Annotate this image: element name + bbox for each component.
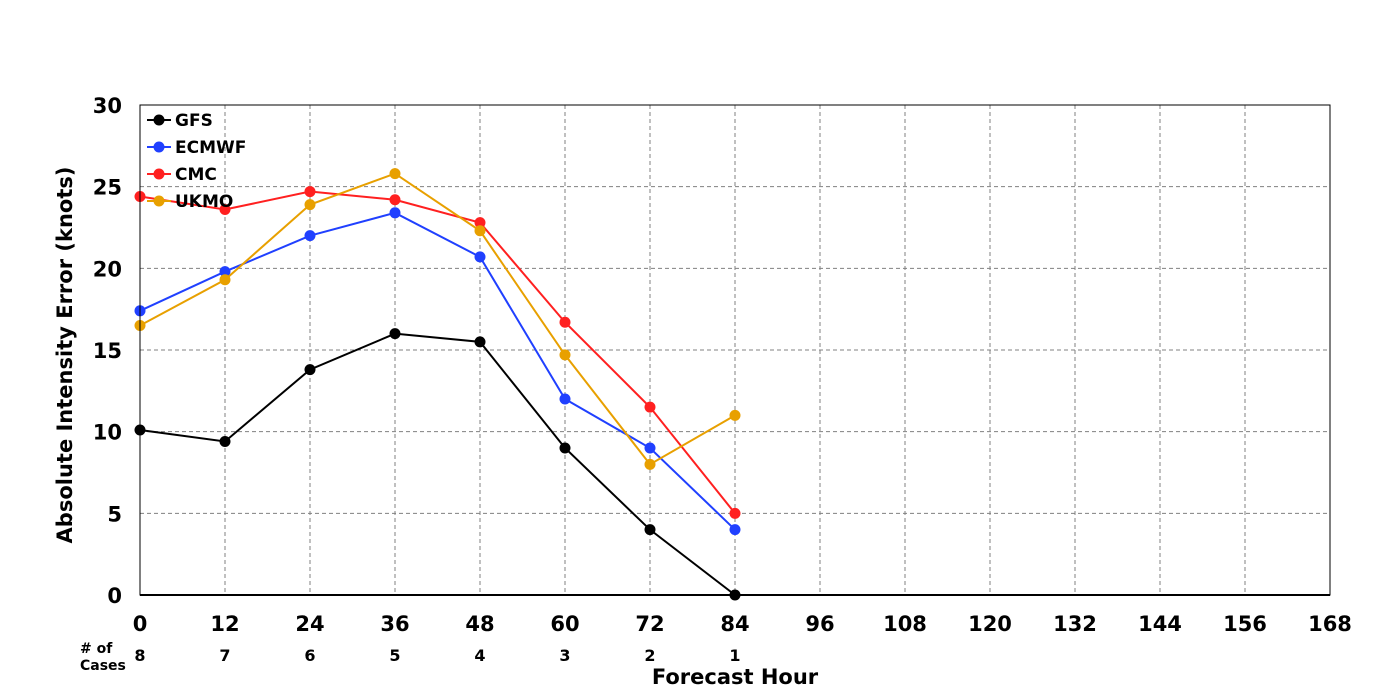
data-point-gfs: [644, 524, 656, 536]
data-point-ecmwf: [729, 524, 741, 536]
x-tick-label: 96: [805, 612, 834, 636]
x-tick-label: 36: [380, 612, 409, 636]
cases-label-line: Cases: [80, 658, 126, 674]
cases-value: 2: [644, 646, 655, 665]
legend-item-gfs: GFS: [147, 111, 213, 131]
data-point-cmc: [559, 316, 571, 328]
data-point-cmc: [219, 204, 231, 216]
data-point-cmc: [304, 186, 316, 198]
x-tick-label: 120: [968, 612, 1012, 636]
y-tick-label: 20: [93, 257, 122, 281]
x-tick-label: 0: [133, 612, 148, 636]
cases-value: 4: [474, 646, 485, 665]
data-point-ukmo: [389, 168, 401, 180]
y-tick-label: 0: [107, 584, 122, 608]
data-point-gfs: [219, 435, 231, 447]
x-tick-label: 132: [1053, 612, 1097, 636]
series-ecmwf: [134, 207, 741, 536]
legend-item-ukmo: UKMO: [147, 192, 233, 212]
legend-swatch-marker: [153, 195, 165, 207]
legend: GFS ECMWF CMC UKMO: [147, 111, 246, 212]
x-tick-label: 144: [1138, 612, 1182, 636]
data-point-cmc: [474, 217, 486, 229]
data-point-cmc: [644, 401, 656, 413]
x-tick-label: 72: [635, 612, 664, 636]
cases-value: 1: [729, 646, 740, 665]
x-tick-labels: 0 12 24 36 48 60 72 84 96 108 120 132 144 156 168: [133, 612, 1352, 636]
y-axis-title: Absolute Intensity Error (knots): [53, 167, 77, 544]
cases-row: 8 7 6 5 4 3 2 1: [134, 646, 740, 665]
series-line-cmc: [139, 190, 736, 514]
y-tick-labels: 0 5 10 15 20 25 30: [93, 94, 122, 608]
cases-label-line: # of: [80, 641, 113, 657]
data-point-ukmo: [474, 225, 486, 237]
data-point-ecmwf: [389, 207, 401, 219]
data-point-gfs: [559, 442, 571, 454]
x-tick-label: 24: [295, 612, 324, 636]
series-line-ecmwf: [139, 211, 736, 531]
legend-label: CMC: [175, 165, 217, 185]
cases-value: 5: [389, 646, 400, 665]
cases-value: 6: [304, 646, 315, 665]
x-tick-label: 60: [550, 612, 579, 636]
data-point-cmc: [389, 194, 401, 206]
legend-label: GFS: [175, 111, 213, 131]
legend-item-ecmwf: ECMWF: [147, 138, 246, 158]
data-point-ecmwf: [219, 266, 231, 278]
x-tick-label: 48: [465, 612, 494, 636]
data-point-gfs: [304, 364, 316, 376]
x-axis-title: Forecast Hour: [652, 665, 819, 689]
data-point-ecmwf: [474, 251, 486, 263]
data-point-ukmo: [559, 349, 571, 361]
data-point-ukmo: [729, 409, 741, 421]
series-cmc: [134, 186, 741, 519]
data-point-gfs: [389, 328, 401, 340]
cases-value: 8: [134, 646, 145, 665]
data-point-ecmwf: [559, 393, 571, 405]
series-line-ukmo: [139, 172, 736, 466]
x-tick-label: 108: [883, 612, 927, 636]
y-tick-label: 30: [93, 94, 122, 118]
legend-swatch-marker: [153, 141, 165, 153]
legend-label: UKMO: [175, 192, 233, 212]
legend-item-cmc: CMC: [147, 165, 217, 185]
x-tick-label: 84: [720, 612, 749, 636]
y-tick-label: 10: [93, 421, 122, 445]
x-tick-label: 12: [210, 612, 239, 636]
cases-value: 7: [219, 646, 230, 665]
y-tick-label: 25: [93, 176, 122, 200]
y-tick-label: 15: [93, 339, 122, 363]
series-group: [134, 168, 741, 601]
data-point-ecmwf: [304, 230, 316, 242]
series-line-gfs: [139, 332, 736, 596]
cases-label: # of Cases: [80, 641, 126, 674]
data-point-cmc: [729, 507, 741, 519]
series-gfs: [134, 328, 741, 601]
legend-swatch-marker: [153, 168, 165, 180]
data-point-ukmo: [304, 199, 316, 211]
legend-swatch-marker: [153, 114, 165, 126]
x-tick-label: 168: [1308, 612, 1352, 636]
y-tick-label: 5: [107, 502, 122, 526]
data-point-gfs: [474, 336, 486, 348]
grid: [140, 105, 1330, 595]
data-point-ukmo: [219, 274, 231, 286]
data-point-ecmwf: [644, 442, 656, 454]
data-point-ukmo: [644, 458, 656, 470]
legend-label: ECMWF: [175, 138, 246, 158]
x-tick-label: 156: [1223, 612, 1267, 636]
cases-value: 3: [559, 646, 570, 665]
